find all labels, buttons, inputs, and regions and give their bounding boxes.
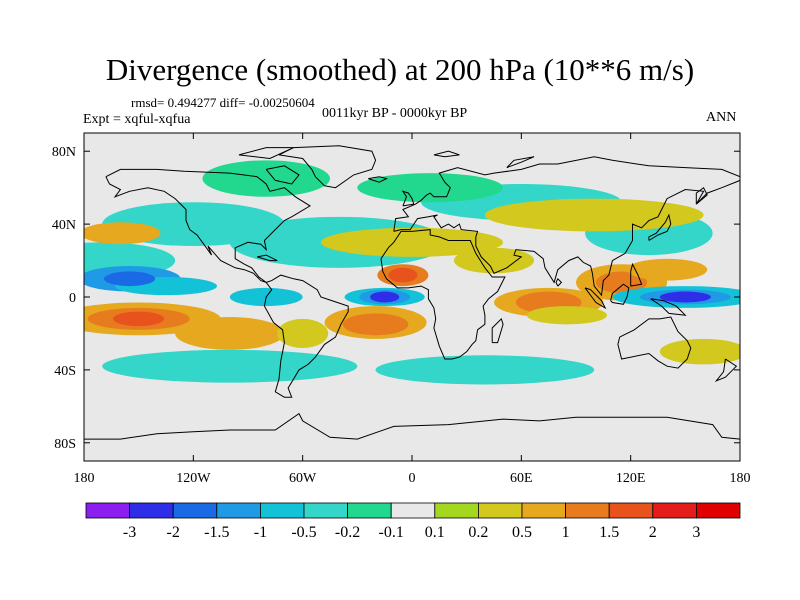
y-tick-label-2: 0 xyxy=(69,291,76,306)
coastline-sumatra xyxy=(584,287,607,310)
coastline-philippines xyxy=(630,262,643,287)
field-region-33 xyxy=(370,291,400,303)
field-region-22 xyxy=(596,271,648,294)
colorbar-swatch-5 xyxy=(303,502,348,519)
colorbar-swatch-8 xyxy=(434,502,479,519)
coastline-kamchatka xyxy=(695,186,708,205)
colorbar-label-2: -1.5 xyxy=(204,524,229,541)
field-region-27 xyxy=(627,258,708,281)
chart-title: Divergence (smoothed) at 200 hPa (10**6 … xyxy=(105,52,695,87)
coastline-borneo xyxy=(610,283,630,305)
field-region-25 xyxy=(113,311,165,327)
coastline-ellesmere xyxy=(238,147,294,160)
period-label: 0011kyr BP - 0000kyr BP xyxy=(322,106,468,121)
colorbar-label-9: 0.5 xyxy=(512,524,532,541)
coastline-australia xyxy=(617,316,692,369)
field-region-17 xyxy=(84,222,161,245)
colorbar-label-12: 2 xyxy=(649,524,657,541)
colorbar-label-4: -0.5 xyxy=(291,524,316,541)
field-region-6 xyxy=(202,160,330,197)
colorbar-swatch-14 xyxy=(696,502,741,519)
colorbar-label-5: -0.2 xyxy=(335,524,360,541)
y-tick-label-1: 40N xyxy=(52,218,76,233)
colorbar-swatch-10 xyxy=(521,502,566,519)
field-region-16 xyxy=(320,227,504,257)
colorbar-swatch-1 xyxy=(129,502,174,519)
colorbar-label-8: 0.2 xyxy=(468,524,488,541)
x-tick-label-0: 180 xyxy=(74,471,95,486)
stats-label: rmsd= 0.494277 diff= -0.00250604 xyxy=(131,95,315,110)
x-tick-label-3: 0 xyxy=(409,471,416,486)
colorbar-swatch-7 xyxy=(390,502,436,519)
coastline-africa xyxy=(380,229,506,360)
coastline-novaya-zemlya xyxy=(506,156,535,169)
coastline-baffin xyxy=(265,165,300,185)
colorbar-label-6: -0.1 xyxy=(379,524,404,541)
colorbar-label-0: -3 xyxy=(123,524,136,541)
coastline-antarctica xyxy=(84,412,740,440)
x-tick-label-2: 60W xyxy=(289,471,317,486)
field-region-28 xyxy=(659,338,740,365)
y-tick-label-0: 80N xyxy=(52,145,76,160)
season-label: ANN xyxy=(706,110,737,125)
x-tick-label-4: 60E xyxy=(510,471,533,486)
colorbar-swatch-3 xyxy=(216,502,261,519)
field-region-18 xyxy=(484,198,704,232)
coastline-madagascar xyxy=(491,317,504,344)
colorbar-label-7: 0.1 xyxy=(425,524,445,541)
x-tick-label-5: 120E xyxy=(616,471,646,486)
field-region-24 xyxy=(388,267,418,283)
colorbar-swatch-2 xyxy=(172,502,218,519)
coastline-svalbard xyxy=(433,150,460,158)
colorbar-label-10: 1 xyxy=(562,524,570,541)
coastline-cuba xyxy=(256,254,278,262)
colorbar-swatch-12 xyxy=(608,502,654,519)
x-tick-label-1: 120W xyxy=(176,471,211,486)
y-tick-label-3: 40S xyxy=(54,364,76,379)
colorbar-label-13: 3 xyxy=(692,524,700,541)
colorbar-swatch-6 xyxy=(347,502,392,519)
coastline-greenland xyxy=(278,145,377,189)
coastline-north-america xyxy=(105,168,311,283)
field-region-30 xyxy=(453,247,535,274)
experiment-label: Expt = xqful-xqfua xyxy=(83,112,191,127)
coastline-britain xyxy=(401,190,415,207)
field-region-29 xyxy=(277,318,329,349)
field-region-36 xyxy=(659,291,711,303)
colorbar: -3 -2 -1.5 -1 -0.5 -0.2 -0.1 0.1 0.2 0.5 1 1.5 2 3 xyxy=(85,502,741,541)
coastline-eurasia xyxy=(393,156,740,297)
coastline-sri-lanka xyxy=(555,277,563,287)
colorbar-swatch-0 xyxy=(85,502,130,519)
coastlines xyxy=(84,145,740,440)
colorbar-swatch-11 xyxy=(565,502,610,519)
coastline-new-zealand xyxy=(714,358,738,382)
colorbar-swatch-9 xyxy=(477,502,523,519)
field-region-3 xyxy=(102,349,358,383)
colorbar-label-3: -1 xyxy=(254,524,267,541)
field-region-7 xyxy=(357,173,504,203)
coastline-japan xyxy=(648,213,672,241)
colorbar-swatch-13 xyxy=(652,502,697,519)
coastline-south-america xyxy=(263,274,349,398)
colorbar-swatch-4 xyxy=(259,502,305,519)
map-axes: 180 120W 60W 0 60E 120E 180 80N 40N 0 40S 80S xyxy=(52,133,751,486)
colorbar-label-11: 1.5 xyxy=(599,524,619,541)
field-region-4 xyxy=(375,355,595,385)
field-region-20 xyxy=(342,313,409,336)
field-region-26 xyxy=(526,306,607,325)
field-region-38 xyxy=(104,271,156,287)
coastline-new-guinea xyxy=(650,298,687,316)
y-tick-label-4: 80S xyxy=(54,437,76,452)
field-region-12 xyxy=(175,317,285,350)
coastline-iceland xyxy=(368,176,388,183)
x-tick-label-6: 180 xyxy=(730,471,751,486)
colorbar-label-1: -2 xyxy=(167,524,180,541)
